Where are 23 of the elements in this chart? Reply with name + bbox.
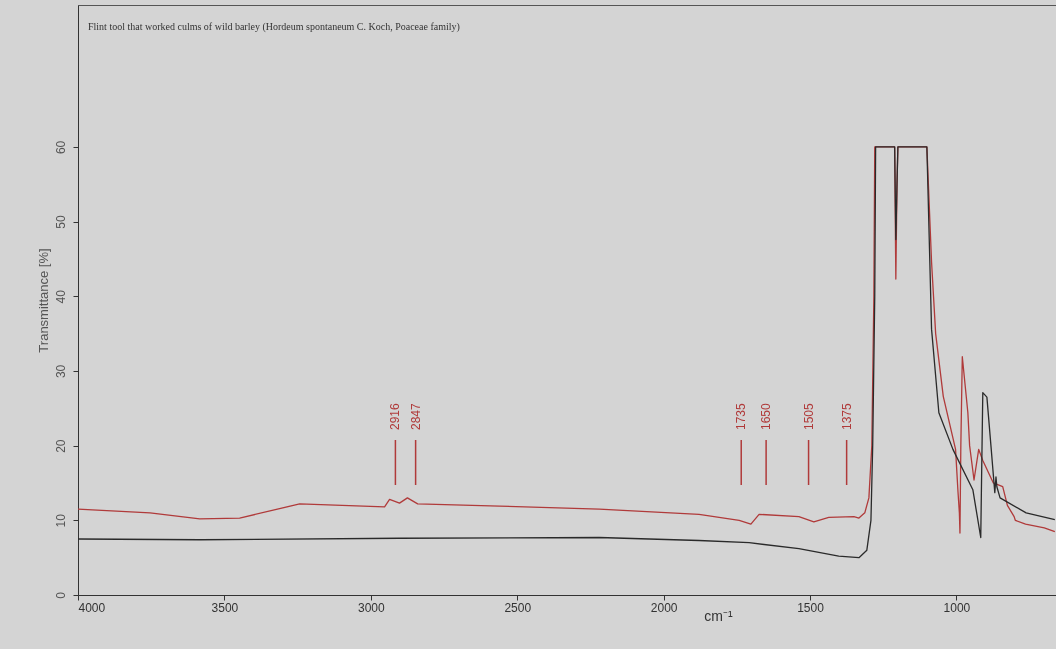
ref-line-label: 2916: [388, 402, 403, 430]
y-tick-label: 60: [53, 140, 68, 155]
text: Flint tool that worked culms of wild barley (Hordeum spontaneum C. Koch, Poaceae family): [88, 21, 460, 33]
x-tick-label: 3000: [357, 600, 385, 615]
x-tick-label: 3500: [211, 600, 239, 615]
ref-line-label: 1735: [734, 402, 749, 430]
ref-line-label: 1505: [801, 402, 816, 430]
x-tick-label: 1500: [797, 600, 825, 615]
x-axis-title: cm⁻¹: [704, 607, 733, 624]
ref-line-label: 1375: [839, 402, 854, 430]
x-tick-label: 2000: [650, 600, 678, 615]
y-tick-label: 10: [53, 513, 68, 528]
x-tick-label: 2500: [504, 600, 532, 615]
ref-line-label: 1650: [759, 402, 774, 430]
x-tick-label: 1000: [943, 600, 971, 615]
y-tick-label: 20: [53, 439, 68, 453]
y-tick-label: 40: [53, 289, 68, 304]
x-tick-label: 4000: [78, 600, 106, 615]
y-tick-label: 30: [53, 364, 68, 379]
y-tick-label: 0: [53, 591, 68, 599]
ref-line-label: 2847: [408, 402, 423, 430]
y-axis-title: Transmittance [%]: [35, 248, 51, 353]
y-tick-label: 50: [53, 215, 68, 229]
